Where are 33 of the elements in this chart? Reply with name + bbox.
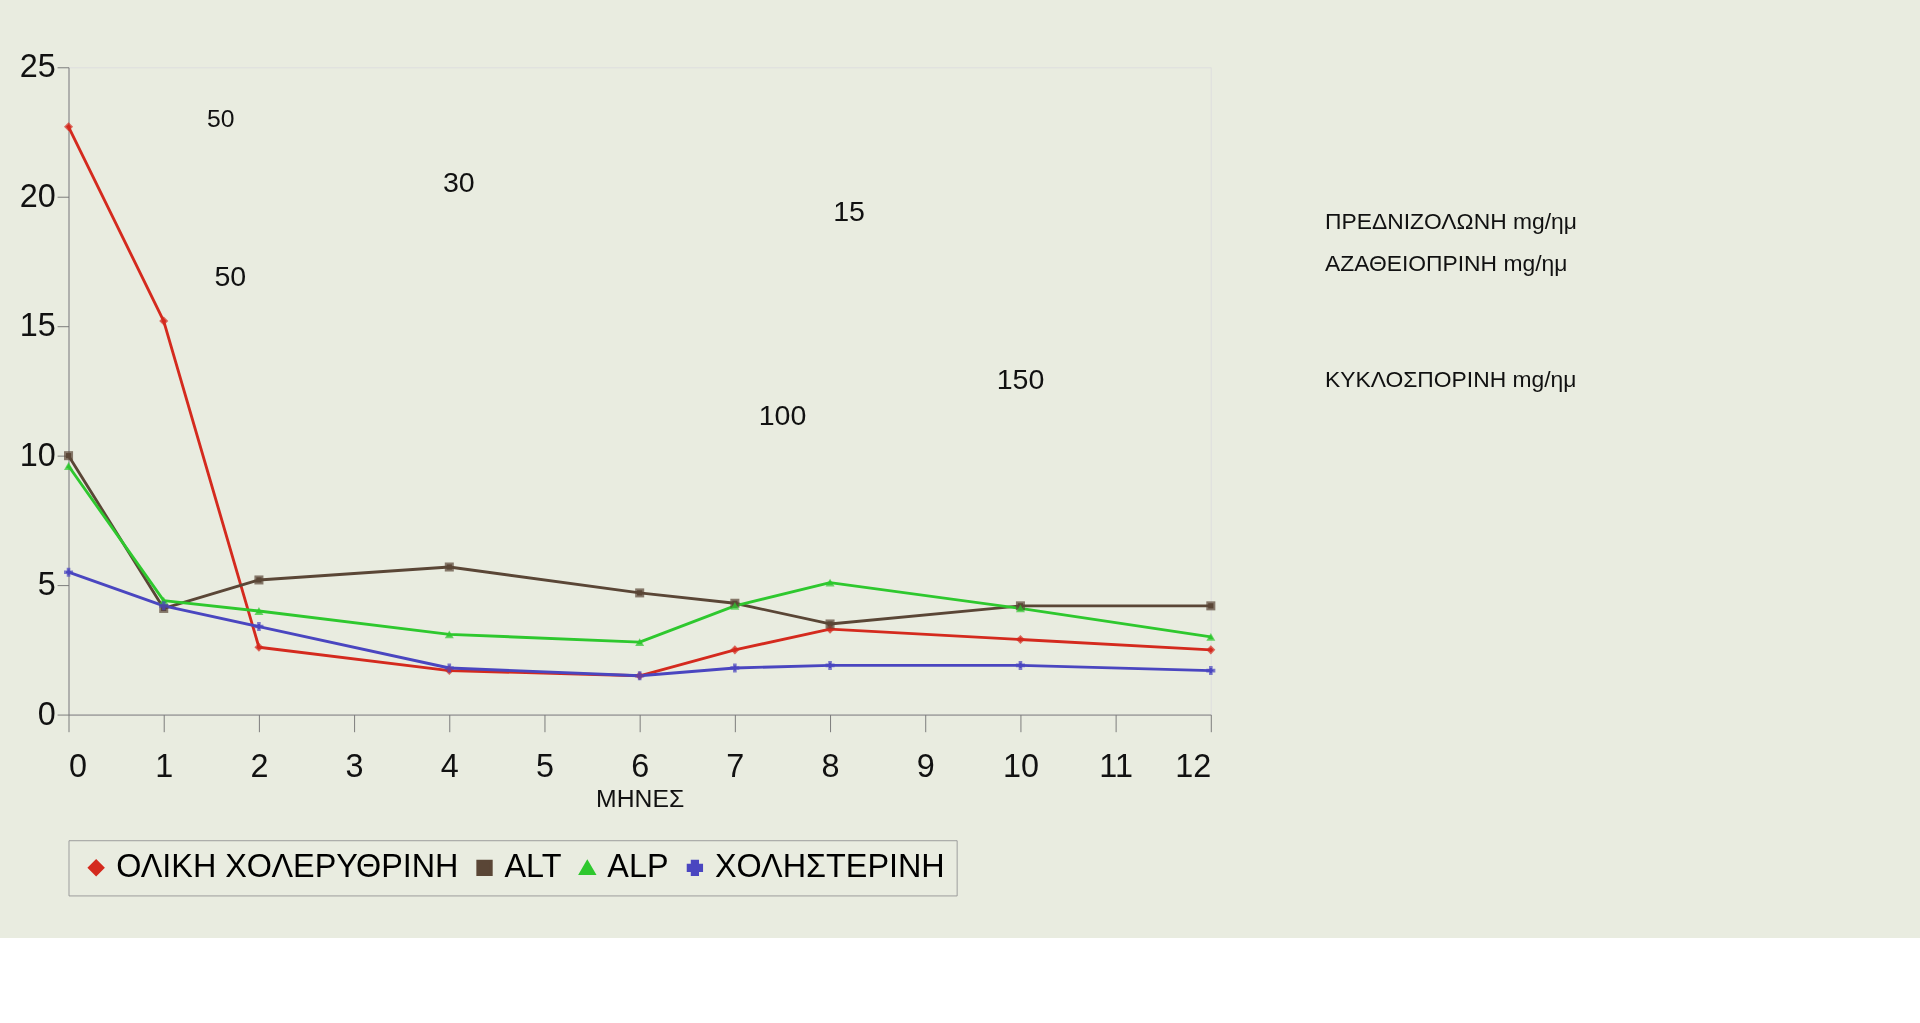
text: ΠΡΕΔΝΙΖΟΛΩΝΗ mg/ημ [1325,208,1577,235]
y-tick-label: 25 [19,48,56,85]
x-tick-label: 12 [1175,747,1212,784]
annotation: 30 [442,166,475,199]
legend-label: ΟΛΙΚΗ ΧΟΛΕΡΥΘΡΙΝΗ [116,848,459,885]
y-tick-label: 20 [19,177,56,214]
x-tick-label: 5 [535,747,554,784]
text: ΑΖΑΘΕΙΟΠΡΙΝΗ mg/ημ [1325,249,1568,276]
x-axis-title: ΜΗΝΕΣ [596,785,685,813]
x-tick-label: 4 [440,747,459,784]
x-tick-label: 6 [631,747,650,784]
x-tick-label: 7 [726,747,745,784]
x-tick-label: 2 [250,747,269,784]
annotation: 150 [996,363,1045,396]
annotation: 15 [833,194,865,227]
annotation: 100 [758,399,807,432]
text: ΚΥΚΛΟΣΠΟΡΙΝΗ mg/ημ [1325,366,1577,393]
x-tick-label: 10 [1002,747,1039,784]
x-tick-label: 3 [345,747,364,784]
y-tick-label: 0 [37,695,56,732]
x-tick-label: 11 [1099,747,1133,784]
x-tick-label: 0 [69,747,88,784]
legend-label: ΧΟΛΗΣΤΕΡΙΝΗ [714,848,945,885]
x-tick-label: 9 [916,747,935,784]
x-tick-label: 1 [155,747,174,784]
y-tick-label: 5 [37,566,56,603]
annotation: 50 [207,104,235,132]
annotation: 50 [214,259,247,292]
y-tick-label: 15 [19,307,56,344]
legend-label: ALT [504,848,562,885]
y-tick-label: 10 [19,436,56,473]
legend-label: ALP [607,848,669,885]
x-tick-label: 8 [821,747,840,784]
